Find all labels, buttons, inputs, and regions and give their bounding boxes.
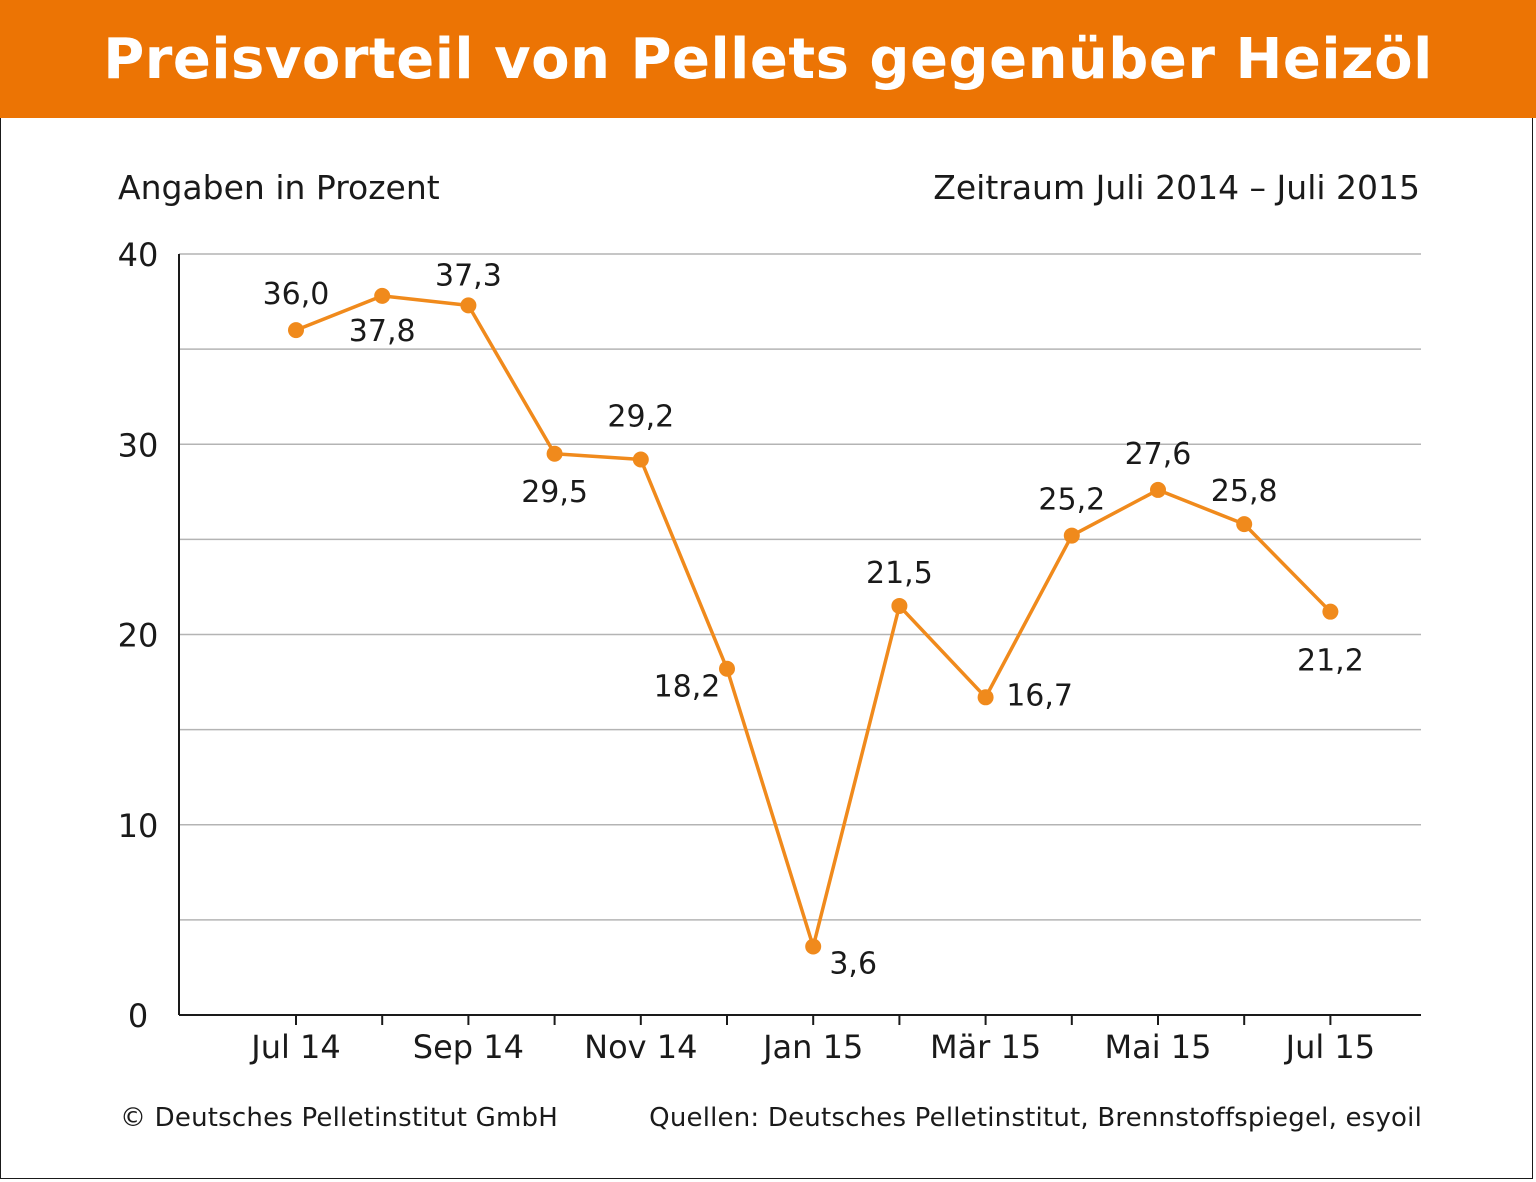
data-point (1322, 603, 1339, 620)
data-point (1236, 516, 1253, 533)
data-label: 3,6 (829, 947, 877, 982)
y-tick-label: 40 (118, 236, 159, 274)
x-tick-label: Nov 14 (584, 1028, 697, 1066)
data-point (1063, 527, 1080, 544)
data-label: 25,2 (1038, 483, 1105, 518)
data-label: 27,6 (1125, 437, 1192, 472)
title-bar: Preisvorteil von Pellets gegenüber Heizö… (0, 0, 1536, 118)
data-label: 25,8 (1211, 474, 1278, 509)
x-tick-label: Jul 14 (249, 1028, 341, 1066)
x-tick-label: Mai 15 (1105, 1028, 1212, 1066)
y-tick-label: 30 (118, 426, 159, 464)
series-line (295, 294, 1332, 949)
data-point (719, 660, 735, 677)
data-point (546, 445, 563, 462)
data-label: 36,0 (263, 277, 330, 312)
data-point (632, 451, 649, 468)
data-point (1150, 481, 1166, 498)
data-point (460, 297, 477, 314)
period-note: Zeitraum Juli 2014 – Juli 2015 (933, 168, 1420, 207)
data-point (288, 322, 304, 339)
data-point (891, 597, 908, 614)
data-label: 16,7 (1006, 678, 1073, 713)
data-point (374, 287, 391, 304)
data-label: 21,5 (866, 556, 933, 591)
data-label: 21,2 (1297, 644, 1364, 679)
data-label: 37,8 (349, 314, 416, 349)
copyright-note: © Deutsches Pelletinstitut GmbH (120, 1103, 558, 1133)
line-chart: 0 10 20 30 40 Jul 14 Sep 14 Nov 14 Jan 15 Mär 15 M… (118, 236, 1421, 1066)
x-tick-label: Jan 15 (761, 1028, 863, 1066)
y-tick-label: 0 (128, 997, 148, 1035)
data-point (805, 938, 822, 955)
y-tick-label: 10 (118, 807, 159, 845)
data-label: 29,5 (521, 475, 588, 510)
x-tick-label: Sep 14 (413, 1028, 524, 1066)
chart-title: Preisvorteil von Pellets gegenüber Heizö… (103, 26, 1433, 92)
sources-note: Quellen: Deutsches Pelletinstitut, Brenn… (649, 1103, 1422, 1133)
x-tick-label: Mär 15 (930, 1028, 1041, 1066)
data-point (977, 689, 994, 706)
data-label: 37,3 (435, 258, 502, 293)
x-tick-label: Jul 15 (1284, 1028, 1376, 1066)
data-label: 18,2 (654, 670, 721, 705)
data-label: 29,2 (607, 399, 674, 434)
y-tick-label: 20 (118, 617, 159, 655)
unit-note: Angaben in Prozent (118, 168, 440, 207)
